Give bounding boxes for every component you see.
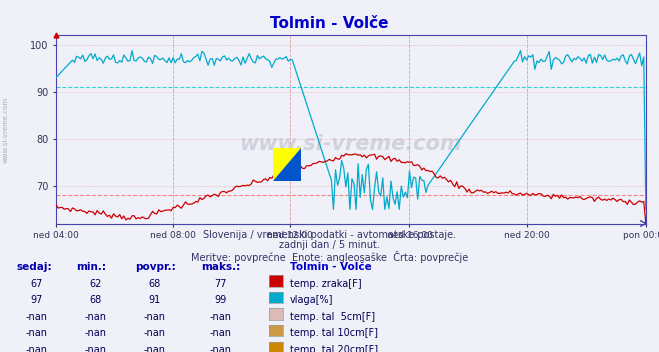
Text: temp. zraka[F]: temp. zraka[F] (290, 279, 362, 289)
Text: -nan: -nan (25, 328, 47, 338)
Text: maks.:: maks.: (201, 262, 241, 272)
Text: temp. tal 10cm[F]: temp. tal 10cm[F] (290, 328, 378, 338)
Polygon shape (273, 148, 301, 181)
Text: povpr.:: povpr.: (135, 262, 176, 272)
Text: sedaj:: sedaj: (16, 262, 52, 272)
Text: vlaga[%]: vlaga[%] (290, 295, 333, 305)
Text: 68: 68 (90, 295, 101, 305)
Text: 62: 62 (90, 279, 101, 289)
Text: -nan: -nan (144, 328, 166, 338)
Text: Slovenija / vremenski podatki - avtomatske postaje.: Slovenija / vremenski podatki - avtomats… (203, 230, 456, 239)
Text: -nan: -nan (84, 345, 107, 352)
Text: 99: 99 (215, 295, 227, 305)
Text: www.si-vreme.com: www.si-vreme.com (2, 97, 9, 163)
Text: www.si-vreme.com: www.si-vreme.com (240, 134, 462, 155)
Text: temp. tal  5cm[F]: temp. tal 5cm[F] (290, 312, 375, 322)
Text: 77: 77 (215, 279, 227, 289)
Text: -nan: -nan (25, 312, 47, 322)
Text: Tolmin - Volče: Tolmin - Volče (290, 262, 372, 272)
Text: -nan: -nan (144, 345, 166, 352)
Text: zadnji dan / 5 minut.: zadnji dan / 5 minut. (279, 240, 380, 250)
Text: -nan: -nan (25, 345, 47, 352)
Text: -nan: -nan (84, 328, 107, 338)
Text: 68: 68 (149, 279, 161, 289)
Text: 67: 67 (30, 279, 42, 289)
Text: min.:: min.: (76, 262, 106, 272)
Text: -nan: -nan (144, 312, 166, 322)
Text: -nan: -nan (210, 328, 232, 338)
Text: temp. tal 20cm[F]: temp. tal 20cm[F] (290, 345, 378, 352)
Text: -nan: -nan (84, 312, 107, 322)
Text: 97: 97 (30, 295, 42, 305)
Text: Tolmin - Volče: Tolmin - Volče (270, 16, 389, 31)
Text: Meritve: povprečne  Enote: angleosaške  Črta: povprečje: Meritve: povprečne Enote: angleosaške Čr… (191, 251, 468, 263)
Text: -nan: -nan (210, 345, 232, 352)
Text: 91: 91 (149, 295, 161, 305)
Text: -nan: -nan (210, 312, 232, 322)
